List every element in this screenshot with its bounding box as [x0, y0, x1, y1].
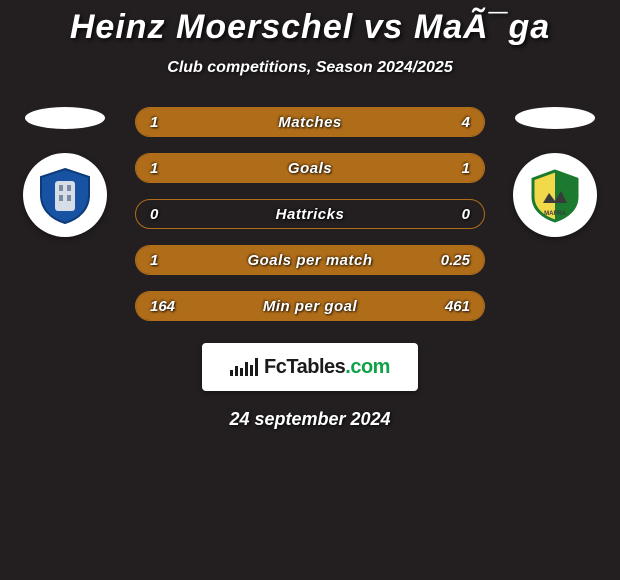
stat-row: 164Min per goal461: [135, 291, 485, 321]
stat-row: 0Hattricks0: [135, 199, 485, 229]
branding-text: FcTables.com: [264, 356, 390, 379]
stat-value-left: 1: [136, 160, 196, 177]
date-text: 24 september 2024: [0, 409, 620, 430]
left-club-crest-icon: [35, 165, 95, 225]
subtitle: Club competitions, Season 2024/2025: [0, 59, 620, 77]
left-player-column: [10, 107, 120, 237]
stat-value-right: 461: [424, 298, 484, 315]
branding-text-black: FcTables: [264, 356, 345, 378]
stat-value-right: 4: [424, 114, 484, 131]
stats-table: 1Matches41Goals10Hattricks01Goals per ma…: [135, 107, 485, 321]
right-club-crest-icon: MAFRA: [525, 165, 585, 225]
stat-value-right: 0: [424, 206, 484, 223]
stat-label: Goals: [196, 160, 424, 177]
right-player-ellipse: [515, 107, 595, 129]
stat-label: Goals per match: [196, 252, 424, 269]
stat-value-right: 1: [424, 160, 484, 177]
right-club-badge: MAFRA: [513, 153, 597, 237]
main-area: MAFRA 1Matches41Goals10Hattricks01Goals …: [0, 107, 620, 430]
stat-row: 1Matches4: [135, 107, 485, 137]
stat-value-right: 0.25: [424, 252, 484, 269]
stat-row: 1Goals per match0.25: [135, 245, 485, 275]
page-title: Heinz Moerschel vs MaÃ¯ga: [0, 0, 620, 47]
stat-value-left: 1: [136, 252, 196, 269]
stat-value-left: 164: [136, 298, 196, 315]
left-club-badge: [23, 153, 107, 237]
stat-value-left: 0: [136, 206, 196, 223]
stat-label: Min per goal: [196, 298, 424, 315]
left-player-ellipse: [25, 107, 105, 129]
bar-chart-icon: [230, 358, 258, 376]
widget-container: Heinz Moerschel vs MaÃ¯ga Club competiti…: [0, 0, 620, 580]
stat-row: 1Goals1: [135, 153, 485, 183]
branding-badge[interactable]: FcTables.com: [202, 343, 418, 391]
stat-label: Hattricks: [196, 206, 424, 223]
stat-value-left: 1: [136, 114, 196, 131]
branding-text-green: .com: [345, 356, 390, 378]
stat-label: Matches: [196, 114, 424, 131]
right-player-column: MAFRA: [500, 107, 610, 237]
svg-text:MAFRA: MAFRA: [544, 211, 566, 217]
